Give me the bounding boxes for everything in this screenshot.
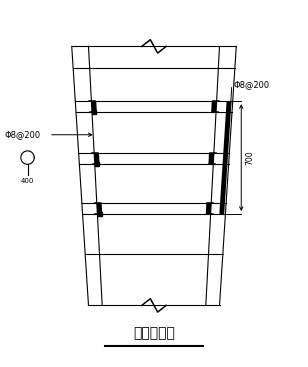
Text: 护壁加筋图: 护壁加筋图 [133,326,175,340]
Text: Φ8@200: Φ8@200 [233,80,269,89]
Text: 400: 400 [21,178,34,184]
Text: Φ8@200: Φ8@200 [5,130,41,139]
Text: 700: 700 [245,150,254,165]
